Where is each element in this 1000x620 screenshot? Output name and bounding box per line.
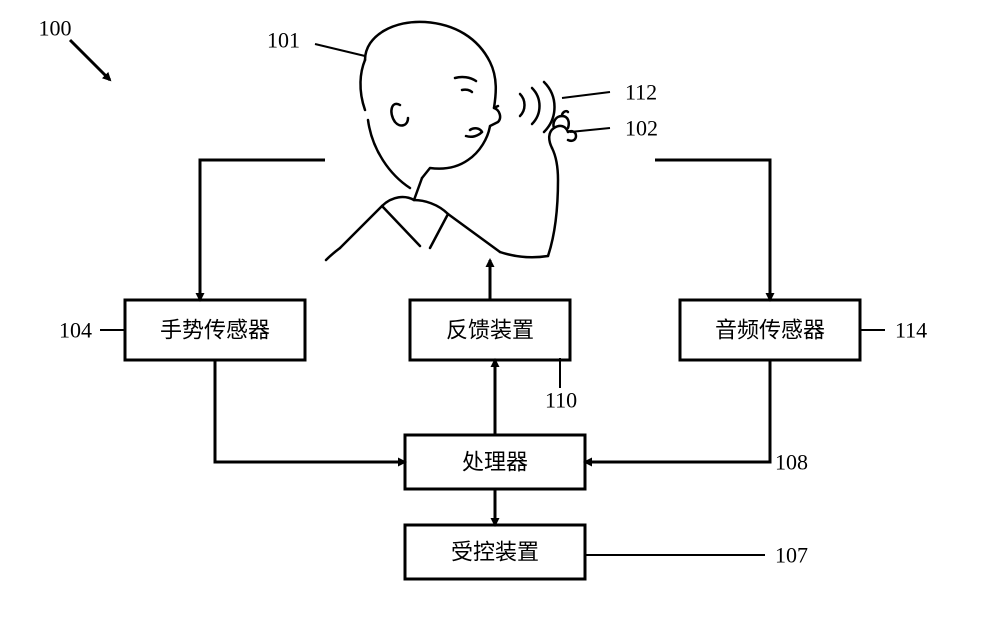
box-label-feedback: 反馈装置 (446, 318, 534, 343)
leader-line-l101 (315, 44, 365, 56)
label-l104: 104 (59, 318, 92, 343)
label-l112: 112 (625, 80, 657, 105)
label-l108: 108 (775, 450, 808, 475)
system-diagram: 100 手势传感器 反馈装置 音频传感器处理器受控装置 101 112 102 110 10… (0, 0, 1000, 620)
ref-100-pointer: 100 (39, 16, 111, 81)
person-illustration (326, 22, 576, 260)
box-label-audio_sensor: 音频传感器 (715, 318, 825, 343)
label-l110: 110 (545, 388, 577, 413)
label-l102: 102 (625, 116, 658, 141)
label-l107: 107 (775, 543, 808, 568)
leader-line-l112 (562, 92, 610, 98)
flow-arrow-1 (655, 160, 770, 300)
box-label-processor: 处理器 (462, 450, 528, 475)
label-l101: 101 (267, 28, 300, 53)
label-l114: 114 (895, 318, 927, 343)
flow-arrow-0 (200, 160, 325, 300)
leader-line-l102 (570, 128, 610, 132)
boxes-group: 手势传感器 反馈装置 音频传感器处理器受控装置 (125, 300, 860, 579)
flow-arrow-3 (215, 360, 405, 462)
label-100: 100 (39, 16, 72, 41)
box-label-controlled: 受控装置 (451, 540, 539, 565)
box-label-gesture_sensor: 手势传感器 (160, 318, 270, 343)
flow-arrow-4 (585, 360, 770, 462)
